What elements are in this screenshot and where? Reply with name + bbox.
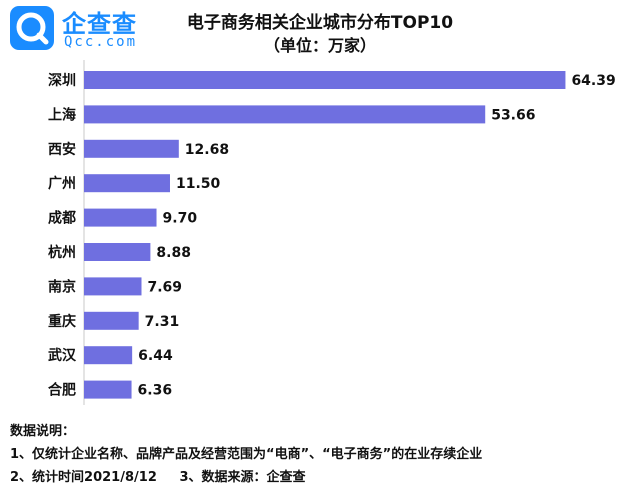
value-label: 64.39 xyxy=(571,73,615,89)
category-label: 南京 xyxy=(48,278,76,295)
bar xyxy=(84,380,132,399)
brand-logo: 企查查 Qcc.com xyxy=(10,6,170,52)
value-label: 53.66 xyxy=(491,107,535,123)
bar xyxy=(84,346,133,365)
bar xyxy=(84,71,566,89)
notes-line-1: 1、仅统计企业名称、品牌产品及经营范围为“电商”、“电子商务”的在业存续企业 xyxy=(10,447,483,462)
bar xyxy=(84,105,486,124)
value-label: 6.36 xyxy=(138,383,173,399)
category-label: 广州 xyxy=(48,175,76,192)
value-label: 6.44 xyxy=(138,348,173,364)
value-label: 8.88 xyxy=(156,245,191,261)
category-label: 武汉 xyxy=(48,347,77,364)
chart-title: 电子商务相关企业城市分布TOP10 xyxy=(186,13,454,33)
category-label: 合肥 xyxy=(48,382,76,399)
data-notes: 数据说明： 1、仅统计企业名称、品牌产品及经营范围为“电商”、“电子商务”的在业… xyxy=(10,420,482,489)
brand-name-cn: 企查查 xyxy=(62,10,137,38)
bar-chart: 深圳 64.39 上海 53.66 西安 12.68 广州 11.50 成都 9.70 杭州 8.88… xyxy=(48,60,616,405)
category-label: 杭州 xyxy=(48,244,76,261)
category-label: 上海 xyxy=(48,106,76,123)
value-label: 7.31 xyxy=(145,314,180,330)
value-label: 12.68 xyxy=(185,142,229,158)
notes-heading: 数据说明： xyxy=(10,424,76,439)
bar xyxy=(84,139,179,158)
category-label: 西安 xyxy=(48,141,76,158)
category-label: 重庆 xyxy=(48,313,76,330)
notes-line-2: 2、统计时间2021/8/12 3、数据来源：企查查 xyxy=(10,470,306,485)
category-label: 成都 xyxy=(48,210,76,227)
chart-subtitle: （单位：万家） xyxy=(263,36,376,55)
bar xyxy=(84,277,142,296)
bar xyxy=(84,174,170,193)
value-label: 9.70 xyxy=(163,211,198,227)
value-label: 7.69 xyxy=(147,279,182,295)
value-label: 11.50 xyxy=(176,176,221,192)
qcc-logo-icon xyxy=(10,6,54,50)
bar xyxy=(84,311,139,330)
bar xyxy=(84,243,151,261)
bar xyxy=(84,208,157,227)
brand-name-en: Qcc.com xyxy=(64,34,138,50)
category-label: 深圳 xyxy=(48,72,76,89)
